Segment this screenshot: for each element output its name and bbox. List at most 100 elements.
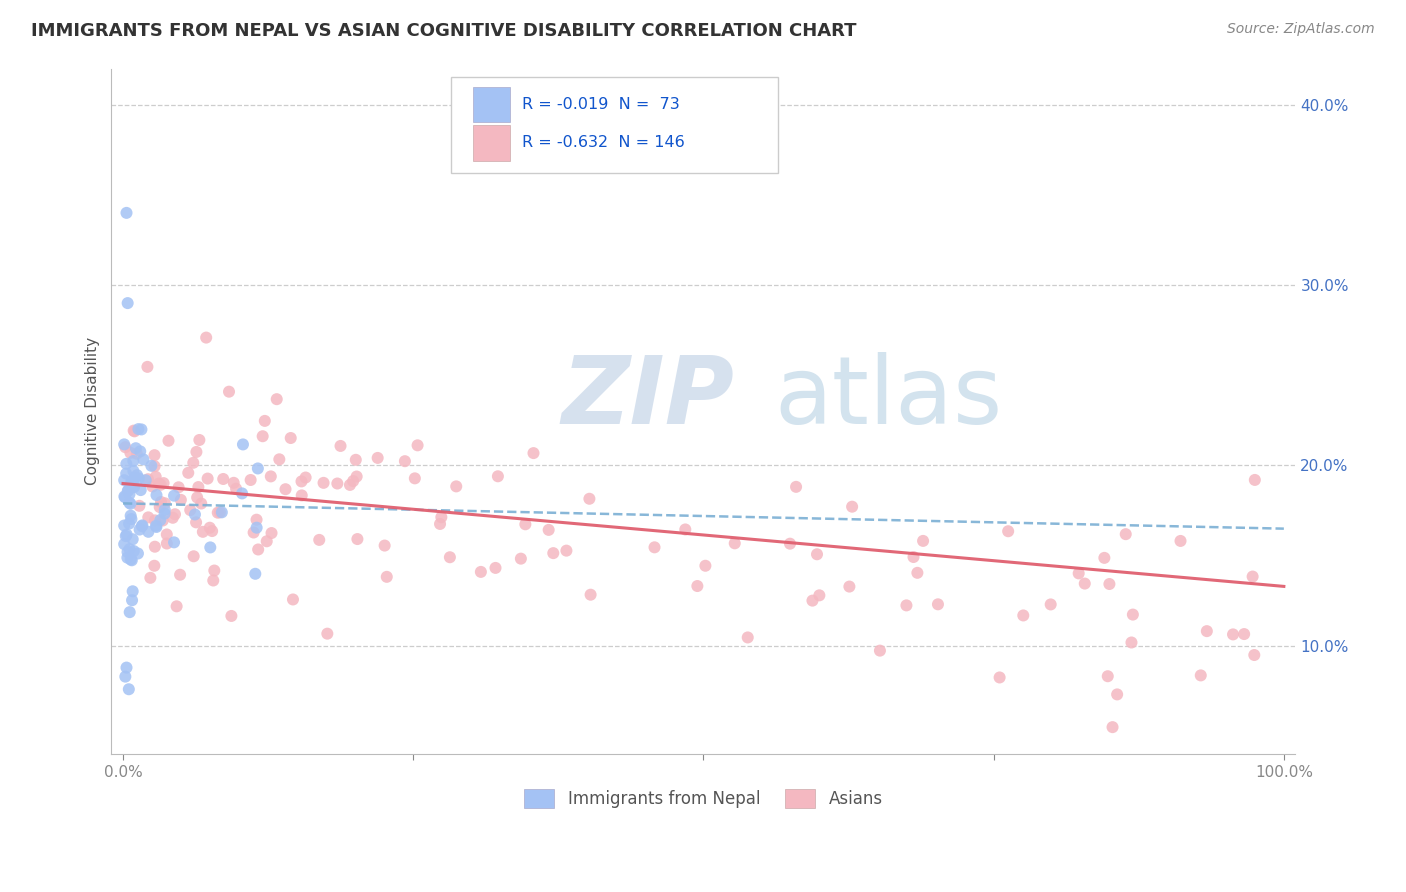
Point: [225, 482, 247, 496]
Point: [120, 497, 142, 511]
Point: [143, 558, 166, 573]
Point: [143, 513, 166, 527]
Point: [801, 593, 824, 607]
Point: [156, 527, 179, 541]
Point: [1097, 669, 1119, 683]
Point: [128, 523, 150, 537]
Point: [149, 513, 172, 527]
Point: [121, 584, 143, 599]
Point: [484, 561, 506, 575]
Point: [125, 447, 148, 461]
Point: [149, 477, 172, 491]
Point: [346, 469, 368, 483]
Point: [163, 535, 186, 549]
Point: [1012, 608, 1035, 623]
Point: [256, 534, 278, 549]
Point: [903, 549, 925, 564]
Point: [578, 491, 600, 506]
Point: [150, 495, 173, 509]
Point: [131, 518, 153, 533]
Point: [143, 459, 166, 474]
Point: [1098, 577, 1121, 591]
Point: [200, 541, 222, 555]
Point: [515, 517, 537, 532]
Point: [808, 588, 831, 602]
Point: [281, 592, 304, 607]
Point: [1039, 598, 1062, 612]
Point: [118, 516, 141, 531]
Point: [141, 479, 163, 493]
Point: [141, 458, 163, 473]
Point: [316, 626, 339, 640]
Text: IMMIGRANTS FROM NEPAL VS ASIAN COGNITIVE DISABILITY CORRELATION CHART: IMMIGRANTS FROM NEPAL VS ASIAN COGNITIVE…: [31, 22, 856, 40]
Point: [122, 454, 145, 468]
Point: [117, 484, 139, 499]
Legend: Immigrants from Nepal, Asians: Immigrants from Nepal, Asians: [517, 782, 889, 814]
Point: [136, 359, 159, 374]
Point: [118, 542, 141, 557]
Point: [125, 468, 148, 483]
Point: [266, 392, 288, 407]
Point: [1101, 720, 1123, 734]
Point: [291, 488, 314, 502]
Point: [326, 476, 349, 491]
Point: [120, 552, 142, 566]
Point: [136, 510, 159, 524]
Point: [184, 516, 207, 530]
Point: [312, 475, 335, 490]
Point: [121, 479, 143, 493]
Point: [1107, 687, 1129, 701]
Point: [122, 424, 145, 438]
Point: [439, 550, 461, 565]
Point: [163, 489, 186, 503]
Point: [444, 479, 467, 493]
Point: [124, 425, 146, 439]
Point: [156, 536, 179, 550]
Point: [122, 480, 145, 494]
Point: [120, 474, 142, 488]
Point: [186, 491, 208, 505]
Point: [1121, 635, 1143, 649]
Point: [785, 480, 807, 494]
Point: [202, 564, 225, 578]
Point: [127, 547, 149, 561]
Point: [177, 466, 200, 480]
Point: [115, 467, 138, 481]
Point: [274, 482, 297, 496]
Text: atlas: atlas: [775, 351, 1002, 443]
Point: [128, 471, 150, 485]
Point: [132, 452, 155, 467]
Point: [695, 558, 717, 573]
Text: ZIP: ZIP: [561, 351, 734, 443]
Point: [191, 524, 214, 539]
Point: [269, 452, 291, 467]
Point: [112, 473, 135, 487]
Point: [486, 469, 509, 483]
Point: [1222, 627, 1244, 641]
Point: [181, 456, 204, 470]
Text: R = -0.632  N = 146: R = -0.632 N = 146: [522, 136, 685, 151]
Point: [120, 446, 142, 460]
Point: [169, 567, 191, 582]
Point: [143, 448, 166, 462]
Point: [1243, 473, 1265, 487]
Point: [245, 566, 267, 581]
Point: [145, 518, 167, 533]
Point: [121, 533, 143, 547]
Point: [1241, 569, 1264, 583]
Point: [308, 533, 330, 547]
Y-axis label: Cognitive Disability: Cognitive Disability: [86, 337, 100, 485]
Point: [121, 593, 143, 607]
Point: [644, 541, 666, 555]
Point: [245, 513, 267, 527]
Point: [152, 476, 174, 491]
Point: [905, 566, 928, 580]
Point: [112, 490, 135, 504]
Point: [121, 553, 143, 567]
Point: [125, 441, 148, 455]
Point: [686, 579, 709, 593]
Point: [145, 488, 167, 502]
Point: [115, 527, 138, 541]
Point: [162, 510, 184, 524]
Point: [247, 542, 270, 557]
